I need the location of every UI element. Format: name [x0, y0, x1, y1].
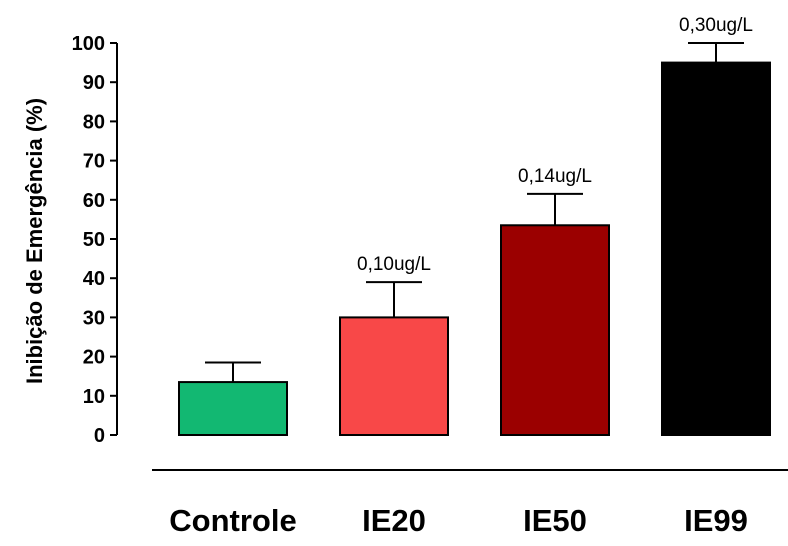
- category-labels: Controle IE20 IE50 IE99: [169, 503, 748, 538]
- y-tick-label: 60: [83, 190, 105, 212]
- category-label: IE50: [523, 503, 587, 538]
- bar-controle: [178, 381, 288, 436]
- category-label: IE20: [362, 503, 426, 538]
- y-tick-label: 10: [83, 386, 105, 408]
- y-tick-label: 90: [83, 72, 105, 94]
- y-tick-label: 100: [72, 33, 105, 55]
- y-tick-label: 70: [83, 151, 105, 173]
- data-label: 0,30ug/L: [679, 15, 753, 36]
- bars: 0,10ug/L 0,14ug/L 0,30ug/L: [178, 15, 771, 436]
- y-tick-label: 30: [83, 307, 105, 329]
- category-label: Controle: [169, 503, 296, 538]
- bar-ie50: [500, 224, 610, 436]
- y-axis: 0 10 20 30 40 50 60 70 80 90 100: [72, 33, 118, 447]
- data-label: 0,14ug/L: [518, 166, 592, 187]
- y-axis-title: Inibição de Emergência (%): [22, 98, 47, 384]
- bar-ie99: [661, 61, 771, 436]
- y-tick-label: 50: [83, 229, 105, 251]
- data-label: 0,10ug/L: [357, 254, 431, 275]
- bar-ie20: [339, 316, 449, 436]
- y-tick-label: 40: [83, 268, 105, 290]
- y-tick-label: 0: [94, 425, 105, 447]
- y-tick-label: 80: [83, 111, 105, 133]
- category-label: IE99: [684, 503, 748, 538]
- y-tick-label: 20: [83, 347, 105, 369]
